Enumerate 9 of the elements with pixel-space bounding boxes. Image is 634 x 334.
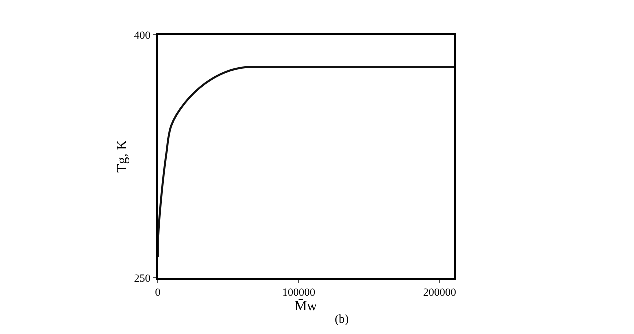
y-tick-label: 400 (134, 30, 152, 42)
text: (b) (335, 312, 349, 326)
y-tick-label: 250 (134, 272, 152, 285)
x-tick-label: 0 (155, 287, 162, 300)
x-tick-label: 100000 (282, 287, 316, 300)
x-tick-label: 200000 (423, 287, 457, 300)
x-axis-title: M̄w (294, 299, 318, 315)
y-axis-title: Tg, K (115, 140, 130, 173)
line-series (158, 66, 454, 258)
